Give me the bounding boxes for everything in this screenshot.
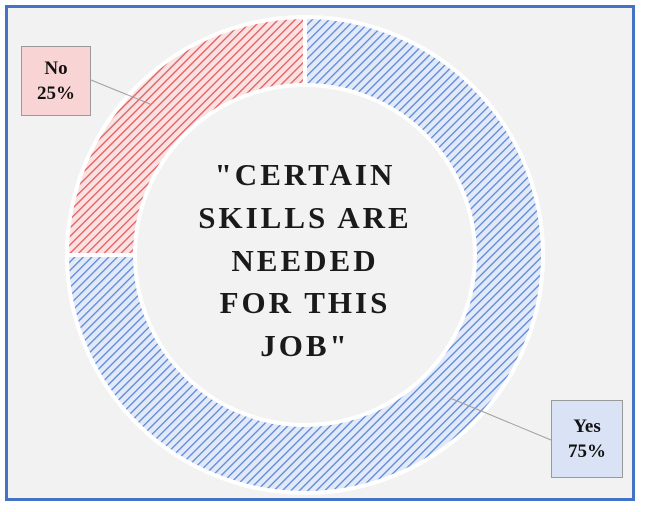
slice-label-no: No [44,58,68,79]
center-title-line: FOR THIS [220,285,391,320]
slice-label-yes: Yes [573,416,601,437]
center-title: "CERTAIN SKILLS ARE NEEDED FOR THIS JOB" [198,157,412,363]
center-title-line: NEEDED [231,243,378,278]
center-title-line: SKILLS ARE [198,200,412,235]
slice-yes [64,14,545,495]
slice-value-yes: 75% [568,441,606,462]
data-label-yes: Yes 75% [551,400,623,478]
center-title-line: JOB" [260,328,350,363]
leader-line-yes [449,397,552,441]
slice-no [64,14,307,257]
leader-line-no [90,79,151,105]
center-title-line: "CERTAIN [215,157,396,192]
slices-group [64,14,545,495]
data-label-no: No 25% [21,46,91,116]
slice-value-no: 25% [37,83,75,104]
leader-lines [90,79,552,441]
